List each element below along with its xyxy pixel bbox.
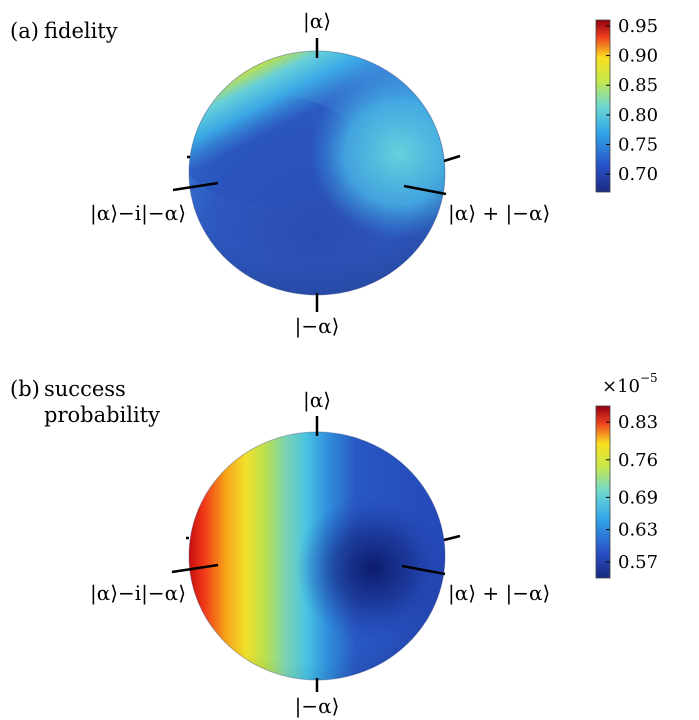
- panel-a-title: fidelity: [44, 19, 118, 43]
- panel-b-colorbar-scale: [595, 405, 611, 579]
- panel-b-label-bottom: |−α⟩: [295, 694, 340, 719]
- panel-a-label-right: |α⟩ + |−α⟩: [448, 201, 550, 226]
- panel-a-colorbar-tick-label-4: 0.75: [618, 135, 658, 156]
- panel-a-sphere: [188, 50, 446, 296]
- panel-b-colorbar-ticks: 0.83 0.76 0.69 0.63 0.57: [606, 412, 658, 573]
- panel-b-colorbar-tick-label-3: 0.63: [618, 520, 658, 541]
- panel-b-axis-right-back: [443, 534, 461, 542]
- panel-b-colorbar-tick-label-2: 0.69: [618, 487, 658, 508]
- panel-b-colorbar: ×10 −5 0.83 0.76 0.69 0.63 0.57: [595, 371, 658, 579]
- panel-a-colorbar-tick-label-0: 0.95: [618, 16, 658, 37]
- panel-a-shading: [189, 51, 445, 295]
- panel-a: (a) fidelity |α⟩ |−α⟩ |α⟩−i|−α⟩ |α⟩ + |−…: [10, 9, 658, 339]
- panel-a-label: (a): [10, 19, 39, 43]
- panel-a-label-bottom: |−α⟩: [295, 314, 340, 339]
- panel-b-colorbar-scale-exp: −5: [640, 371, 658, 385]
- panel-b-colorbar-tick-label-4: 0.57: [618, 552, 658, 573]
- panel-b: (b) success probability |α⟩ |−α⟩ |α⟩−i|−…: [10, 371, 658, 719]
- panel-a-axis-left: [172, 181, 219, 192]
- panel-a-colorbar: 0.95 0.90 0.85 0.80 0.75 0.70: [595, 16, 658, 193]
- panel-a-label-left: |α⟩−i|−α⟩: [90, 201, 186, 226]
- panel-b-colorbar-scale-base: ×10: [602, 376, 640, 397]
- panel-a-axis-right-back: [443, 154, 461, 163]
- panel-a-colorbar-tick-label-3: 0.80: [618, 105, 658, 126]
- panel-a-colorbar-ticks: 0.95 0.90 0.85 0.80 0.75 0.70: [606, 16, 658, 185]
- panel-a-colorbar-tick-label-1: 0.90: [618, 46, 658, 67]
- panel-a-axis-right: [403, 184, 447, 196]
- panel-a-colorbar-tick-label-2: 0.85: [618, 75, 658, 96]
- panel-b-label-left: |α⟩−i|−α⟩: [90, 581, 186, 606]
- panel-b-colorbar-tick-label-1: 0.76: [618, 450, 658, 471]
- panel-a-colorbar-tick-label-5: 0.70: [618, 164, 658, 185]
- panel-b-axis-left: [171, 563, 219, 574]
- panel-b-sphere: [188, 431, 446, 681]
- panel-b-shading: [189, 432, 445, 680]
- panel-b-title-line1: success: [44, 377, 126, 401]
- panel-b-axis-right: [401, 564, 446, 576]
- panel-a-label-top: |α⟩: [303, 9, 331, 34]
- panel-a-colorbar-scale: [595, 19, 611, 193]
- panel-b-label-top: |α⟩: [303, 388, 331, 413]
- panel-b-title-line2: probability: [44, 403, 160, 427]
- panel-b-label: (b): [10, 377, 40, 401]
- panel-b-colorbar-tick-label-0: 0.83: [618, 412, 658, 433]
- panel-b-label-right: |α⟩ + |−α⟩: [448, 581, 550, 606]
